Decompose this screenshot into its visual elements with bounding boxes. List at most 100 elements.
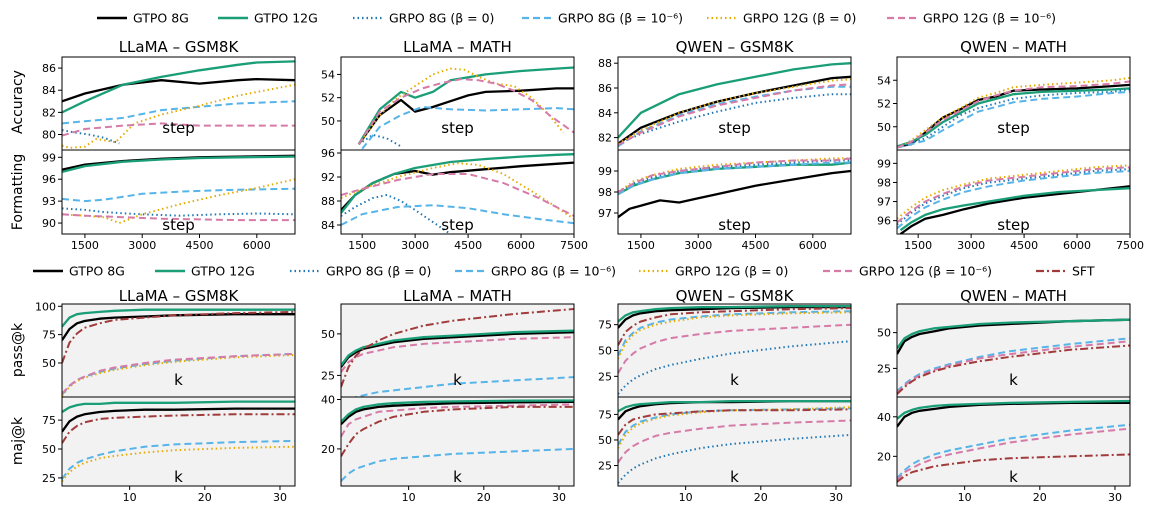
- panel-formatting-3: 96 97 98 99 1500 3000 4500 6000 7500 step: [877, 149, 1144, 252]
- legend-label-grpo8b6: GRPO 8G (β = 10⁻⁶): [558, 11, 683, 26]
- x-axis-label: step: [441, 119, 473, 137]
- series-line-gtpo8: [62, 77, 295, 103]
- y-tick-label: 88: [321, 195, 335, 208]
- panels: 80 82 84 86 step 50 52 54 step 82 84 86 88 step 50 52 54…: [35, 56, 1144, 504]
- y-tick-label: 98: [598, 186, 612, 199]
- y-tick-label: 99: [42, 151, 56, 164]
- series-line-grpo12b6: [357, 78, 574, 145]
- series-line-sft: [62, 413, 295, 444]
- series-line-grpo12b6: [897, 427, 1130, 481]
- y-tick-label: 54: [877, 74, 891, 87]
- series-line-gtpo12: [341, 399, 574, 423]
- series-line-sft: [618, 408, 851, 436]
- series-group: [62, 154, 295, 224]
- y-tick-label: 25: [598, 370, 612, 383]
- panel-maj-3: 20 40 10 20 30 k: [877, 396, 1131, 504]
- column-title: LLaMA – MATH: [403, 38, 512, 56]
- x-tick-label: 30: [273, 491, 287, 504]
- series-line-grpo8b6: [897, 90, 1130, 149]
- legend-label-grpo8b6: GRPO 8G (β = 10⁻⁶): [491, 264, 616, 279]
- y-tick-label: 97: [598, 207, 612, 220]
- x-tick-label: 6000: [243, 239, 271, 252]
- panel-frame: [617, 396, 852, 487]
- panel-pass-1: 25 50 k: [321, 303, 575, 401]
- series-line-grpo8b6: [341, 447, 574, 482]
- y-tick-label: 100: [35, 300, 56, 313]
- y-tick-label: 50: [42, 357, 56, 370]
- series-group: [62, 308, 295, 397]
- y-tick-label: 50: [321, 115, 335, 128]
- series-line-grpo12b6: [618, 419, 851, 464]
- y-tick-label: 90: [42, 217, 56, 230]
- panel-accuracy-3: 50 52 54 step: [877, 56, 1131, 154]
- column-title: QWEN – GSM8K: [676, 287, 795, 305]
- x-axis-label: k: [174, 468, 183, 486]
- panel-maj-1: 20 40 10 20 30 k: [321, 393, 575, 504]
- panel-frame: [896, 149, 1131, 235]
- panel-pass-2: 25 50 75 k: [598, 303, 852, 401]
- panel-background: [62, 57, 295, 150]
- x-tick-label: 6000: [799, 239, 827, 252]
- x-tick-label: 10: [402, 491, 416, 504]
- series-line-gtpo12: [357, 66, 574, 145]
- x-axis-label: step: [162, 216, 194, 234]
- x-tick-label: 30: [829, 491, 843, 504]
- x-axis-label: step: [162, 119, 194, 137]
- x-tick-label: 4500: [186, 239, 214, 252]
- y-tick-label: 84: [321, 219, 335, 232]
- x-tick-label: 10: [123, 491, 137, 504]
- y-tick-label: 84: [598, 107, 612, 120]
- y-tick-label: 96: [877, 215, 891, 228]
- y-tick-label: 96: [321, 147, 335, 160]
- y-tick-label: 40: [877, 411, 891, 424]
- panel-pass-3: 25 50 k: [877, 303, 1131, 401]
- series-line-grpo12b6: [618, 157, 851, 193]
- x-axis-label: k: [1009, 371, 1018, 389]
- series-line-grpo12b6: [62, 352, 295, 395]
- x-tick-label: 3000: [401, 239, 429, 252]
- column-title: LLaMA – GSM8K: [119, 287, 240, 305]
- panel-background: [341, 57, 574, 150]
- y-tick-label: 82: [42, 106, 56, 119]
- x-axis-label: step: [997, 119, 1029, 137]
- x-tick-label: 1500: [71, 239, 99, 252]
- series-line-gtpo12: [62, 155, 295, 174]
- series-line-grpo8b6: [62, 100, 295, 125]
- x-tick-label: 7500: [1116, 239, 1144, 252]
- y-tick-label: 50: [321, 328, 335, 341]
- y-tick-label: 86: [598, 82, 612, 95]
- series-line-grpo8b6: [897, 423, 1130, 479]
- y-tick-label: 25: [877, 362, 891, 375]
- y-tick-label: 20: [877, 450, 891, 463]
- x-tick-label: 4500: [742, 239, 770, 252]
- series-line-gtpo12: [62, 60, 295, 114]
- series-line-grpo12b6: [341, 336, 574, 373]
- series-group: [357, 66, 574, 150]
- series-line-grpo8b0: [618, 93, 851, 145]
- x-axis-label: k: [453, 468, 462, 486]
- panel-frame: [340, 149, 575, 235]
- legend-label-grpo12b6: GRPO 12G (β = 10⁻⁶): [923, 11, 1056, 26]
- legend-label-gtpo12: GTPO 12G: [191, 264, 255, 279]
- x-tick-label: 3000: [128, 239, 156, 252]
- panel-background: [897, 150, 1130, 234]
- y-tick-label: 96: [42, 173, 56, 186]
- panel-frame: [61, 396, 296, 487]
- y-tick-label: 25: [598, 460, 612, 473]
- series-line-grpo8b0: [62, 129, 120, 145]
- y-tick-label: 99: [877, 157, 891, 170]
- x-tick-label: 20: [198, 491, 212, 504]
- series-line-grpo12b6: [897, 340, 1130, 394]
- x-tick-label: 6000: [1063, 239, 1091, 252]
- y-tick-label: 52: [321, 92, 335, 105]
- y-tick-label: 92: [321, 171, 335, 184]
- x-tick-label: 1500: [904, 239, 932, 252]
- legend-label-sft: SFT: [1072, 264, 1095, 279]
- series-group: [618, 157, 851, 219]
- y-tick-label: 25: [42, 472, 56, 485]
- column-title: QWEN – MATH: [960, 38, 1067, 56]
- series-line-gtpo12: [618, 399, 851, 413]
- series-line-sft: [341, 308, 574, 388]
- panel-accuracy-1: 50 52 54 step: [321, 56, 575, 154]
- series-line-grpo8b0: [897, 88, 1130, 149]
